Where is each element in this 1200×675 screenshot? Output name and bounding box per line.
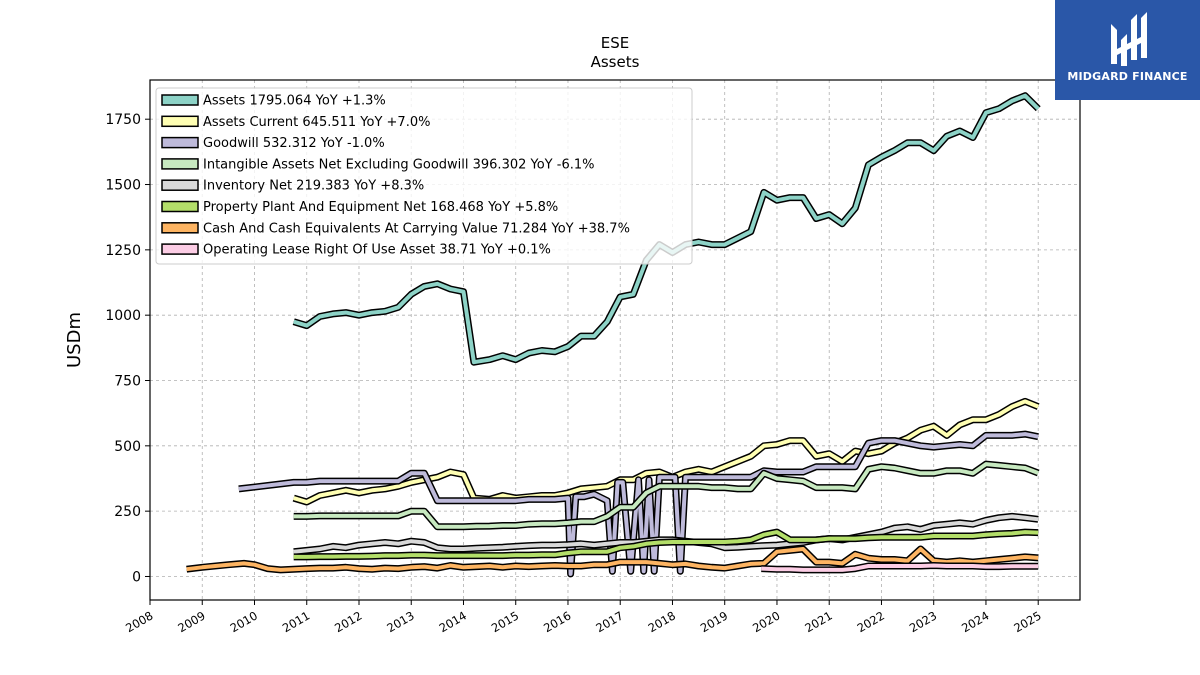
- legend-swatch: [161, 200, 199, 213]
- legend-swatch: [161, 136, 199, 149]
- legend-item: Assets Current 645.511 YoY +7.0%: [161, 115, 430, 130]
- legend-item: Intangible Assets Net Excluding Goodwill…: [161, 157, 594, 172]
- x-tick-label: 2011: [280, 608, 312, 635]
- series-operating-lease-right-of-use-asset: [761, 562, 1039, 574]
- x-tick-label: 2013: [384, 608, 416, 635]
- x-tick-label: 2019: [698, 608, 730, 635]
- x-tick-label: 2023: [907, 608, 939, 635]
- legend-item: Goodwill 532.312 YoY -1.0%: [161, 136, 385, 151]
- x-tick-label: 2008: [123, 608, 155, 635]
- x-tick-label: 2010: [228, 608, 260, 635]
- legend-item: Property Plant And Equipment Net 168.468…: [161, 200, 558, 215]
- legend-label: Assets Current 645.511 YoY +7.0%: [203, 115, 430, 130]
- legend-label: Operating Lease Right Of Use Asset 38.71…: [203, 243, 551, 258]
- y-tick-label: 250: [114, 504, 141, 520]
- legend-item: Inventory Net 219.383 YoY +8.3%: [161, 179, 424, 194]
- x-tick-label: 2025: [1011, 608, 1043, 635]
- series-intangible-assets-net-excluding-goodwill: [293, 460, 1040, 531]
- x-tick-label: 2024: [959, 608, 991, 635]
- x-tick-label: 2017: [593, 608, 625, 635]
- series-cash-and-cash-equivalents-at-carrying-value: [186, 545, 1039, 574]
- legend-swatch: [161, 158, 199, 170]
- series-line: [238, 432, 1039, 576]
- legend-label: Intangible Assets Net Excluding Goodwill…: [203, 157, 594, 172]
- legend-label: Cash And Cash Equivalents At Carrying Va…: [203, 221, 630, 236]
- y-tick-label: 750: [114, 374, 141, 390]
- legend-swatch: [161, 243, 199, 255]
- series-line: [293, 530, 1039, 559]
- x-tick-label: 2018: [646, 608, 678, 635]
- series-line: [293, 462, 1039, 529]
- series-property-plant-and-equipment-net: [293, 528, 1039, 561]
- y-tick-label: 1500: [105, 178, 141, 194]
- chart-subtitle: Assets: [591, 53, 640, 71]
- series-line: [186, 547, 1039, 572]
- x-tick-label: 2009: [175, 608, 207, 635]
- series-goodwill: [238, 430, 1039, 578]
- legend-swatch: [161, 179, 199, 191]
- y-axis-label: USDm: [64, 312, 85, 368]
- legend-swatch: [161, 94, 199, 106]
- legend-label: Goodwill 532.312 YoY -1.0%: [203, 136, 385, 151]
- legend-item: Assets 1795.064 YoY +1.3%: [161, 94, 386, 109]
- y-axis: 0 250 500 750 1000 1250 1500 1750: [105, 112, 150, 585]
- x-tick-label: 2021: [802, 608, 834, 635]
- y-tick-label: 500: [114, 439, 141, 455]
- legend-label: Property Plant And Equipment Net 168.468…: [203, 200, 558, 215]
- x-tick-label: 2022: [855, 608, 887, 635]
- legend: Assets 1795.064 YoY +1.3% Assets Current …: [155, 87, 693, 265]
- y-tick-label: 1000: [105, 308, 141, 324]
- legend-item: Operating Lease Right Of Use Asset 38.71…: [161, 243, 551, 258]
- legend-label: Inventory Net 219.383 YoY +8.3%: [203, 179, 424, 194]
- y-tick-label: 0: [132, 569, 141, 585]
- legend-box: [155, 87, 693, 265]
- brand-mark-icon: [1111, 12, 1147, 66]
- x-tick-label: 2012: [332, 608, 364, 635]
- legend-item: Cash And Cash Equivalents At Carrying Va…: [161, 221, 630, 236]
- legend-swatch: [161, 115, 199, 128]
- plot-area-frame: [149, 79, 1081, 601]
- brand-logo: MIDGARD FINANCE: [1055, 0, 1200, 100]
- y-tick-label: 1250: [105, 243, 141, 259]
- series-line: [761, 563, 1039, 572]
- legend-label: Assets 1795.064 YoY +1.3%: [203, 94, 386, 109]
- x-tick-label: 2016: [541, 608, 573, 635]
- chart-title: ESE: [601, 34, 629, 52]
- legend-swatch: [161, 222, 199, 234]
- y-tick-label: 1750: [105, 112, 141, 128]
- series-layer: [186, 92, 1041, 578]
- brand-name: MIDGARD FINANCE: [1067, 70, 1188, 83]
- x-tick-label: 2015: [489, 608, 521, 635]
- x-axis: 2008 2009 2010 2011 2012 2013 2014 2015 2016 2017…: [123, 600, 1044, 635]
- x-tick-label: 2020: [750, 608, 782, 635]
- x-tick-label: 2014: [437, 608, 469, 635]
